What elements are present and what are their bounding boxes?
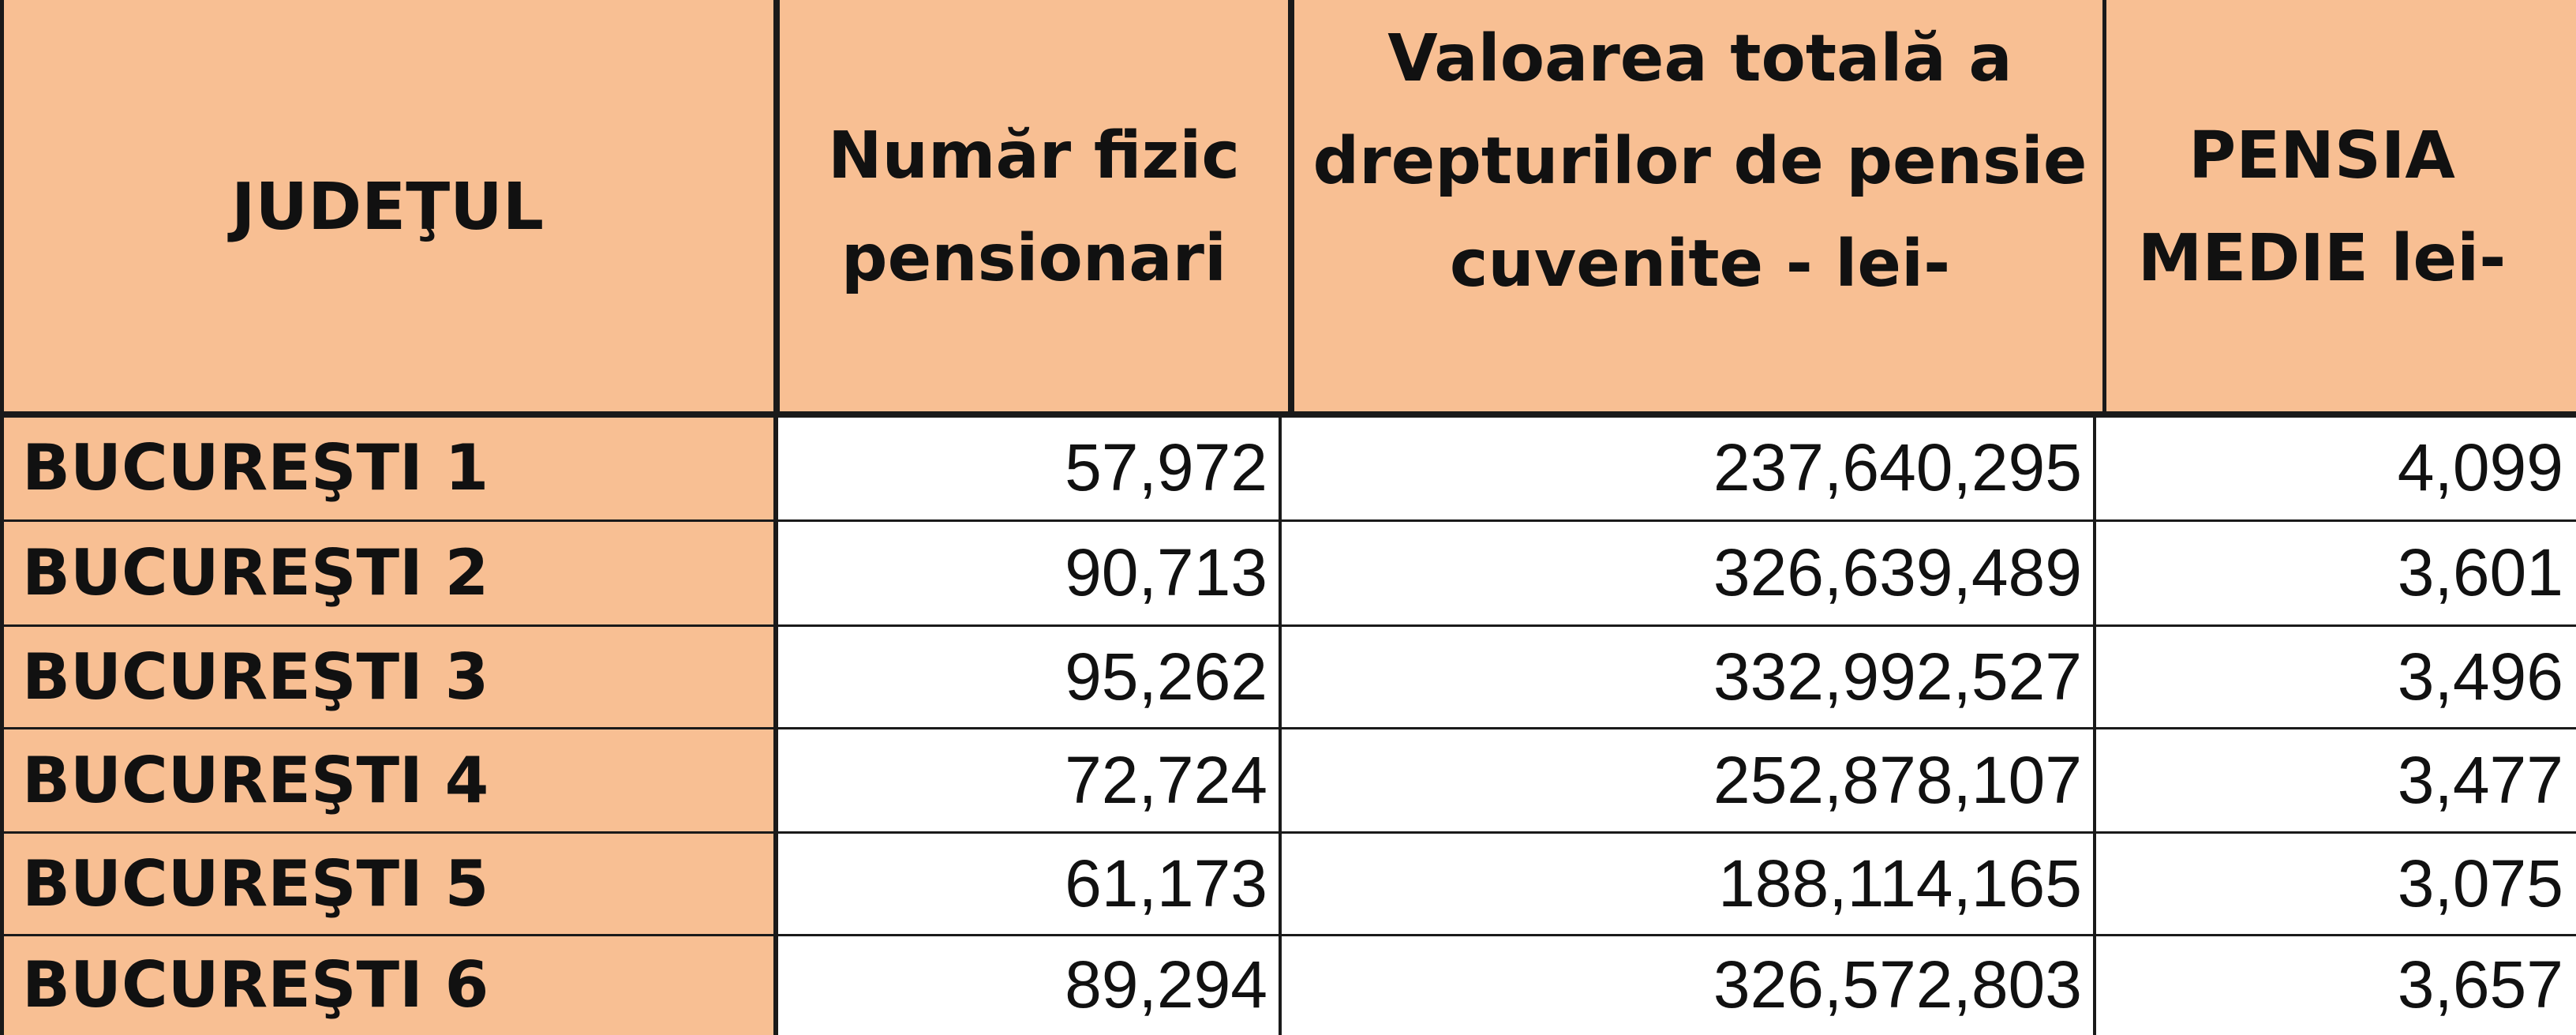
cell-pensionari-row-1[interactable]: 57,972	[775, 415, 1280, 520]
cell-valoare-row-1[interactable]: 237,640,295	[1280, 415, 2095, 520]
gridline-row-3	[0, 727, 2576, 729]
gridline-header-col-3	[2102, 0, 2106, 415]
cell-pensie-medie-row-6[interactable]: 3,657	[2095, 935, 2576, 1035]
cell-pensie-medie-row-3[interactable]: 3,496	[2095, 625, 2576, 728]
cell-judet-row-2[interactable]: BUCUREŞTI 2	[0, 520, 775, 625]
header-numar-pensionari-text: Număr fizic pensionari	[828, 118, 1240, 296]
gridline-row-2	[0, 624, 2576, 627]
cell-pensie-medie-row-5[interactable]: 3,075	[2095, 832, 2576, 935]
cell-judet-row-5[interactable]: BUCUREŞTI 5	[0, 832, 775, 935]
cell-pensie-medie-row-4[interactable]: 3,477	[2095, 728, 2576, 832]
gridline-row-1	[0, 519, 2576, 522]
header-judetul[interactable]: JUDEŢUL	[0, 0, 775, 415]
cell-valoare-row-2[interactable]: 326,639,489	[1280, 520, 2095, 625]
gridline-left-border	[0, 0, 4, 1035]
cell-pensie-medie-row-2[interactable]: 3,601	[2095, 520, 2576, 625]
cell-pensie-medie-row-1[interactable]: 4,099	[2095, 415, 2576, 520]
cell-pensionari-row-3[interactable]: 95,262	[775, 625, 1280, 728]
cell-valoare-row-4[interactable]: 252,878,107	[1280, 728, 2095, 832]
cell-pensionari-row-2[interactable]: 90,713	[775, 520, 1280, 625]
gridline-header-col-1	[773, 0, 780, 415]
header-pensia-medie[interactable]: PENSIA MEDIE lei-	[2107, 0, 2576, 415]
cell-judet-row-3[interactable]: BUCUREŞTI 3	[0, 625, 775, 728]
cell-pensionari-row-4[interactable]: 72,724	[775, 728, 1280, 832]
cell-valoare-row-6[interactable]: 326,572,803	[1280, 935, 2095, 1035]
gridline-body-col-2	[1279, 415, 1282, 1035]
gridline-header-col-2	[1288, 0, 1294, 415]
cell-pensionari-row-5[interactable]: 61,173	[775, 832, 1280, 935]
cell-valoare-row-3[interactable]: 332,992,527	[1280, 625, 2095, 728]
header-numar-pensionari[interactable]: Număr fizic pensionari	[775, 0, 1293, 415]
cell-judet-row-6[interactable]: BUCUREŞTI 6	[0, 935, 775, 1035]
gridline-row-4	[0, 831, 2576, 834]
cell-judet-row-1[interactable]: BUCUREŞTI 1	[0, 415, 775, 520]
cell-judet-row-4[interactable]: BUCUREŞTI 4	[0, 728, 775, 832]
gridline-body-col-1	[773, 415, 778, 1035]
header-valoarea-totala[interactable]: Valoarea totală a drepturilor de pensie …	[1293, 0, 2107, 415]
gridline-body-col-3	[2093, 415, 2096, 1035]
header-valoarea-totala-text: Valoarea totală a drepturilor de pensie …	[1312, 21, 2087, 302]
header-pensia-medie-text: PENSIA MEDIE lei-	[2137, 118, 2507, 296]
cell-valoare-row-5[interactable]: 188,114,165	[1280, 832, 2095, 935]
header-judetul-text: JUDEŢUL	[231, 170, 544, 245]
gridline-header-bottom	[0, 411, 2576, 418]
gridline-row-5	[0, 934, 2576, 936]
cell-pensionari-row-6[interactable]: 89,294	[775, 935, 1280, 1035]
